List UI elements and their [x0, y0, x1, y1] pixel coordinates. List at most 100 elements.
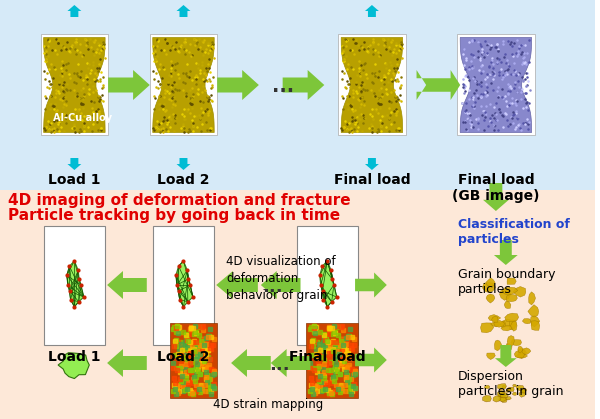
Polygon shape [365, 158, 379, 170]
Polygon shape [506, 294, 517, 302]
Polygon shape [341, 37, 403, 132]
Polygon shape [261, 271, 301, 299]
Polygon shape [486, 294, 495, 303]
Polygon shape [494, 320, 505, 327]
Polygon shape [507, 278, 516, 285]
Polygon shape [494, 240, 518, 265]
Text: ...: ... [262, 278, 283, 296]
Polygon shape [512, 392, 517, 395]
Polygon shape [481, 323, 494, 333]
Polygon shape [497, 384, 506, 390]
Polygon shape [511, 321, 517, 331]
Polygon shape [500, 290, 511, 300]
Text: Load 1: Load 1 [48, 173, 101, 187]
Polygon shape [508, 387, 514, 391]
Polygon shape [513, 384, 517, 387]
Polygon shape [488, 315, 500, 321]
Polygon shape [153, 37, 214, 132]
Text: Final load
(GB image): Final load (GB image) [452, 173, 539, 203]
Polygon shape [217, 70, 259, 100]
Polygon shape [67, 5, 82, 17]
Polygon shape [518, 349, 527, 358]
Polygon shape [44, 37, 105, 132]
Text: ...: ... [269, 356, 290, 374]
Polygon shape [482, 283, 496, 292]
Polygon shape [365, 5, 379, 17]
Text: 4D imaging of deformation and fracture: 4D imaging of deformation and fracture [8, 193, 350, 208]
Polygon shape [493, 396, 501, 402]
Polygon shape [107, 271, 147, 299]
Text: Classification of
particles: Classification of particles [458, 218, 570, 246]
Polygon shape [504, 301, 511, 308]
Polygon shape [501, 326, 513, 331]
Polygon shape [460, 37, 532, 132]
Polygon shape [513, 287, 526, 297]
Polygon shape [514, 350, 524, 358]
Polygon shape [516, 385, 524, 391]
Polygon shape [507, 388, 511, 391]
Polygon shape [483, 183, 509, 211]
Bar [41, 34, 108, 135]
Polygon shape [519, 392, 526, 397]
Polygon shape [502, 385, 506, 388]
Polygon shape [529, 292, 536, 305]
Polygon shape [506, 390, 510, 392]
Bar [44, 225, 105, 344]
Text: Grain boundary
particles: Grain boundary particles [458, 268, 556, 296]
Polygon shape [522, 348, 531, 354]
Text: Al-Cu alloy: Al-Cu alloy [53, 113, 112, 123]
Polygon shape [176, 5, 190, 17]
Bar [150, 34, 217, 135]
Polygon shape [320, 261, 337, 307]
Polygon shape [283, 70, 325, 100]
Polygon shape [502, 287, 518, 295]
Polygon shape [176, 158, 190, 170]
Polygon shape [231, 349, 271, 377]
Polygon shape [520, 389, 526, 393]
Polygon shape [67, 158, 82, 170]
Polygon shape [491, 321, 502, 327]
Text: 4D strain mapping: 4D strain mapping [213, 398, 323, 411]
Polygon shape [416, 70, 460, 100]
Polygon shape [497, 390, 505, 397]
Polygon shape [487, 353, 495, 360]
Polygon shape [307, 323, 358, 398]
Polygon shape [499, 397, 506, 401]
Polygon shape [505, 313, 518, 321]
Polygon shape [500, 393, 508, 398]
Polygon shape [67, 261, 84, 307]
Polygon shape [176, 261, 193, 307]
Polygon shape [355, 347, 387, 372]
Polygon shape [486, 278, 495, 287]
Text: 4D visualization of
deformation
behavior of grain: 4D visualization of deformation behavior… [226, 255, 336, 302]
Text: Load 1: Load 1 [48, 350, 101, 364]
Polygon shape [515, 354, 527, 358]
Polygon shape [531, 321, 540, 330]
Polygon shape [506, 397, 511, 400]
Polygon shape [58, 353, 89, 378]
Text: Final load: Final load [334, 173, 410, 187]
Bar [338, 34, 406, 135]
Bar [296, 225, 358, 344]
Polygon shape [528, 305, 539, 317]
Polygon shape [107, 349, 147, 377]
Polygon shape [491, 316, 498, 322]
Polygon shape [518, 346, 523, 353]
Polygon shape [498, 393, 506, 398]
Polygon shape [520, 388, 527, 392]
Polygon shape [170, 323, 217, 398]
Polygon shape [502, 319, 514, 327]
Polygon shape [494, 340, 502, 351]
Polygon shape [355, 272, 387, 297]
Polygon shape [484, 385, 490, 389]
Polygon shape [509, 320, 517, 330]
Text: Load 2: Load 2 [157, 173, 210, 187]
Polygon shape [500, 397, 507, 403]
Polygon shape [507, 336, 514, 347]
Text: Load 2: Load 2 [157, 350, 210, 364]
Bar [153, 225, 214, 344]
Polygon shape [216, 271, 258, 299]
Text: ...: ... [272, 78, 294, 96]
Polygon shape [523, 318, 531, 324]
Polygon shape [271, 349, 310, 377]
